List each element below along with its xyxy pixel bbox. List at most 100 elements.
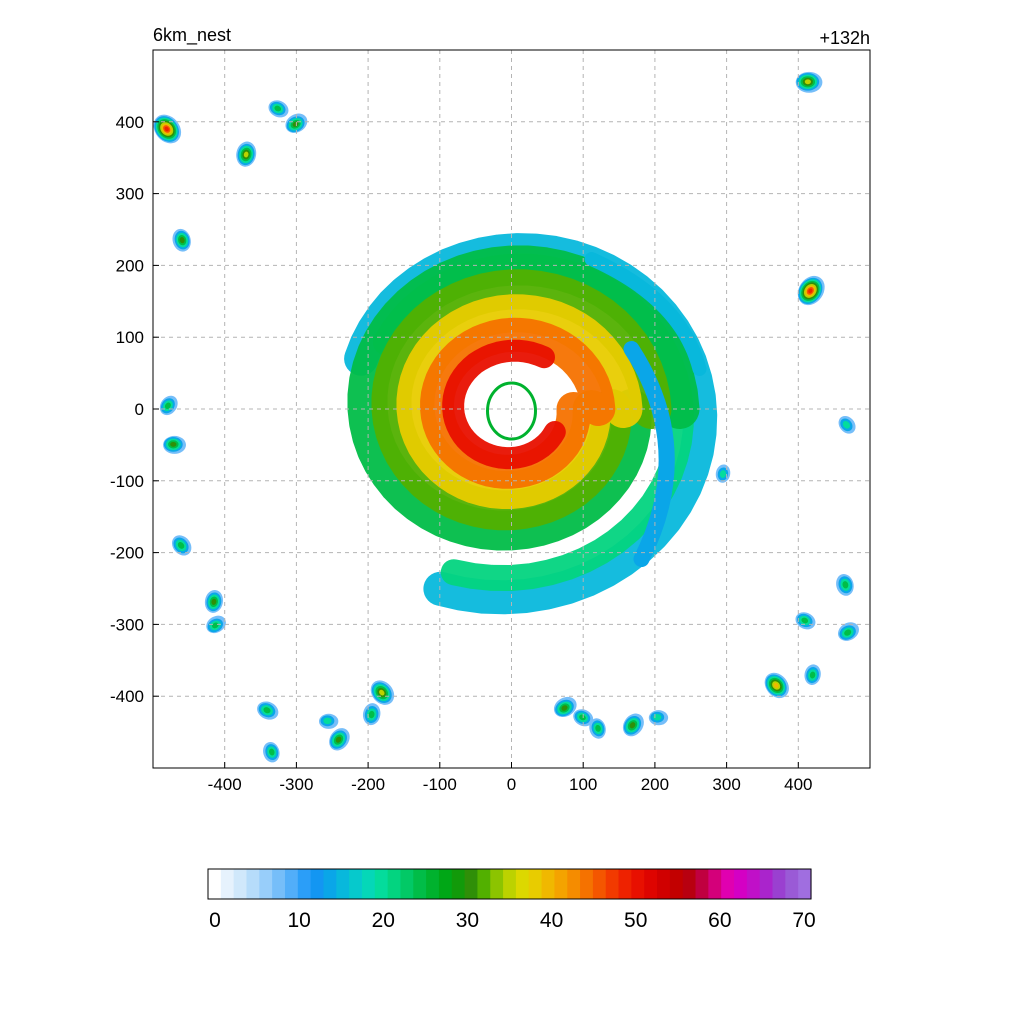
x-tick-label: 100	[569, 775, 597, 794]
cell-contour	[629, 722, 636, 729]
y-tick-label: 300	[116, 185, 144, 204]
forecast-hour: +132h	[819, 28, 870, 48]
cell-contour	[177, 542, 185, 549]
colorbar-swatch	[503, 869, 517, 899]
cell-contour	[323, 717, 332, 725]
reflectivity-field	[153, 71, 859, 763]
cell-contour	[719, 470, 727, 478]
y-tick-label: 100	[116, 328, 144, 347]
convective-cell	[573, 709, 594, 727]
convective-cell	[236, 141, 257, 167]
y-tick-label: -400	[110, 687, 144, 706]
cell-contour	[164, 402, 171, 410]
cell-contour	[170, 441, 177, 447]
colorbar-swatch	[541, 869, 555, 899]
colorbar-swatch	[208, 869, 222, 899]
colorbar-swatch	[580, 869, 594, 899]
convective-cell	[764, 672, 789, 699]
convective-cell	[797, 275, 825, 306]
cell-contour	[773, 682, 779, 688]
cell-contour	[243, 151, 249, 158]
x-axis: -400 -300 -200 -100 0 100 200 300 400	[208, 762, 812, 794]
cell-contour	[809, 671, 816, 679]
colorbar-swatch	[644, 869, 658, 899]
cell-contour	[653, 714, 662, 721]
convective-cell	[804, 664, 821, 685]
y-tick-label: -200	[110, 544, 144, 563]
colorbar-swatch	[734, 869, 748, 899]
cell-contour	[164, 126, 169, 132]
x-tick-label: 400	[784, 775, 812, 794]
cell-contour	[269, 748, 275, 756]
colorbar-swatch	[721, 869, 735, 899]
convective-cell	[589, 718, 606, 739]
colorbar-swatch	[438, 869, 453, 899]
convective-cell	[204, 589, 224, 613]
colorbar-label: 30	[456, 909, 479, 932]
colorbar-swatch	[464, 869, 479, 899]
y-tick-label: 0	[135, 400, 144, 419]
colorbar-swatch	[259, 869, 273, 899]
colorbar-label: 60	[708, 909, 731, 932]
convective-cell	[329, 728, 350, 751]
x-tick-label: 300	[712, 775, 740, 794]
convective-cell	[263, 741, 280, 763]
x-tick-label: -100	[423, 775, 457, 794]
x-tick-label: -300	[279, 775, 313, 794]
y-axis: 400 300 200 100 0 -100 -200 -300 -400	[110, 113, 159, 706]
cell-contour	[379, 689, 385, 696]
colorbar-swatch	[798, 869, 812, 899]
rain-band	[420, 317, 616, 489]
colorbar-label: 0	[209, 909, 221, 932]
colorbar-label: 50	[624, 909, 647, 932]
colorbar-swatch	[772, 869, 786, 899]
cell-contour	[274, 105, 282, 112]
cell-contour	[368, 710, 375, 719]
convective-cell	[268, 100, 289, 118]
cell-contour	[211, 598, 217, 605]
colorbar-swatch	[554, 869, 568, 899]
cell-contour	[804, 79, 811, 85]
colorbar-swatch	[349, 869, 363, 899]
colorbar-swatch	[246, 869, 260, 899]
outer-rain-band	[623, 341, 675, 567]
rain-band	[442, 339, 566, 470]
convective-cell	[648, 710, 669, 726]
convective-cell	[153, 114, 182, 144]
colorbar-swatch	[361, 869, 376, 899]
convective-cell	[837, 622, 859, 641]
colorbar-swatch	[477, 869, 491, 899]
x-tick-label: 0	[507, 775, 516, 794]
colorbar-swatch	[272, 869, 286, 899]
colorbar-swatch	[669, 869, 684, 899]
colorbar-swatch	[759, 869, 774, 899]
y-tick-label: -100	[110, 472, 144, 491]
x-tick-label: 200	[641, 775, 669, 794]
convective-cell	[553, 696, 577, 718]
y-tick-label: -300	[110, 615, 144, 634]
colorbar-swatch	[657, 869, 671, 899]
colorbar-swatch	[618, 869, 632, 899]
convective-cell	[362, 703, 381, 726]
convective-cell	[159, 395, 178, 416]
x-tick-label: -200	[351, 775, 385, 794]
outer-rain-band	[584, 252, 707, 376]
colorbar-swatch	[400, 869, 414, 899]
convective-cell	[171, 535, 192, 556]
convective-cell	[319, 713, 339, 729]
colorbar: 0 10 20 30 40 50 60 70	[207, 868, 816, 932]
cell-contour	[595, 724, 601, 732]
colorbar-swatch	[592, 869, 607, 899]
colorbar-swatch	[336, 869, 350, 899]
cell-contour	[292, 121, 299, 127]
panel-title: 6km_nest	[153, 25, 231, 46]
rain-band	[371, 269, 672, 531]
convective-cell	[622, 713, 644, 737]
colorbar-label: 70	[792, 909, 815, 932]
colorbar-label: 40	[540, 909, 563, 932]
colorbar-swatch	[515, 869, 530, 899]
colorbar-swatch	[220, 869, 235, 899]
colorbar-label: 10	[287, 909, 310, 932]
colorbar-frame	[207, 868, 812, 900]
colorbar-swatch	[567, 869, 581, 899]
